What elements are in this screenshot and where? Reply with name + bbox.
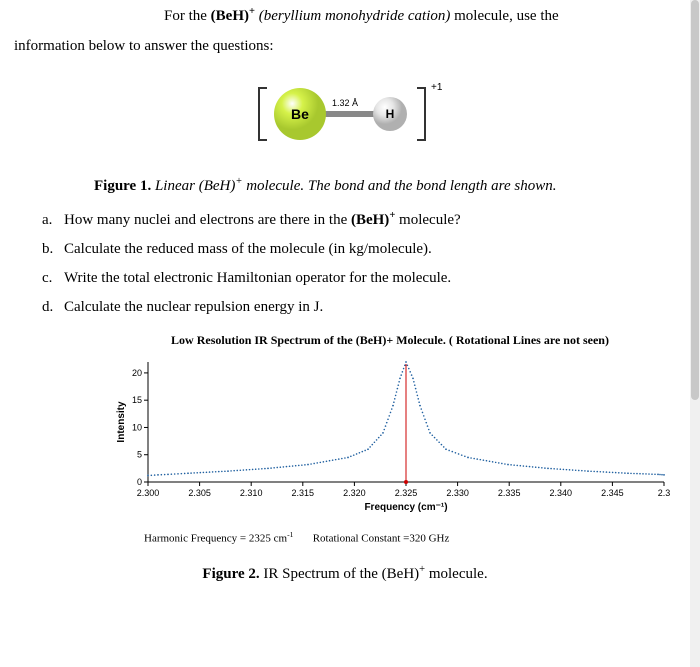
question-b: b. Calculate the reduced mass of the mol… (42, 237, 676, 261)
q-text: Write the total electronic Hamiltonian o… (64, 266, 451, 290)
t: Figure 1. (94, 178, 151, 194)
scrollbar[interactable] (690, 0, 700, 667)
svg-text:2.320: 2.320 (343, 488, 366, 498)
t: (BeH) (351, 212, 389, 228)
svg-text:2.340: 2.340 (550, 488, 573, 498)
scrollbar-thumb[interactable] (691, 0, 699, 400)
document-page: For the (BeH)+ (beryllium monohydride ca… (0, 0, 690, 586)
molecule-svg: +1 Be H 1.32 Å (225, 72, 465, 152)
q-label: d. (42, 295, 64, 319)
question-c: c. Write the total electronic Hamiltonia… (42, 266, 676, 290)
t: For the (164, 8, 211, 24)
svg-text:2.335: 2.335 (498, 488, 521, 498)
svg-text:5: 5 (137, 450, 142, 460)
t: -1 (287, 530, 293, 539)
intro-line-1: For the (BeH)+ (beryllium monohydride ca… (164, 4, 676, 28)
molecule-diagram: +1 Be H 1.32 Å (14, 72, 676, 160)
question-list: a. How many nuclei and electrons are the… (42, 208, 676, 319)
t: IR Spectrum of the (BeH) (260, 566, 420, 582)
t: molecule, use the (450, 8, 558, 24)
svg-text:Be: Be (291, 106, 309, 122)
svg-text:0: 0 (137, 477, 142, 487)
svg-text:2.305: 2.305 (188, 488, 211, 498)
ir-spectrum-chart: 0 5 10 15 20 Intensity 2.300 2.305 2.310 2.315 2.3… (114, 354, 676, 527)
t: molecule. The bond and the bond length a… (242, 178, 556, 194)
svg-text:2.3: 2.3 (658, 488, 671, 498)
harmonic-info: Harmonic Frequency = 2325 cm-1 Rotationa… (144, 529, 676, 548)
svg-text:15: 15 (132, 395, 142, 405)
svg-text:Intensity: Intensity (116, 401, 127, 443)
intro-line-2: information below to answer the question… (14, 34, 676, 58)
svg-text:10: 10 (132, 423, 142, 433)
t: Harmonic Frequency = 2325 cm (144, 533, 287, 545)
t: molecule. (425, 566, 487, 582)
q-label: a. (42, 208, 64, 232)
q-label: c. (42, 266, 64, 290)
t: (beryllium monohydride cation) (255, 8, 450, 24)
t: molecule? (395, 212, 460, 228)
q-text: Calculate the reduced mass of the molecu… (64, 237, 432, 261)
chart-title: Low Resolution IR Spectrum of the (BeH)+… (104, 331, 676, 350)
question-d: d. Calculate the nuclear repulsion energ… (42, 295, 676, 319)
question-a: a. How many nuclei and electrons are the… (42, 208, 676, 232)
svg-text:1.32 Å: 1.32 Å (332, 98, 358, 108)
q-text: Calculate the nuclear repulsion energy i… (64, 295, 323, 319)
svg-text:Frequency (cm⁻¹): Frequency (cm⁻¹) (364, 502, 447, 513)
svg-text:2.345: 2.345 (601, 488, 624, 498)
t: Linear (BeH) (151, 178, 235, 194)
svg-text:2.325: 2.325 (395, 488, 418, 498)
svg-text:2.300: 2.300 (137, 488, 160, 498)
svg-text:+1: +1 (431, 82, 443, 93)
q-text: How many nuclei and electrons are there … (64, 208, 461, 232)
q-label: b. (42, 237, 64, 261)
svg-text:2.315: 2.315 (292, 488, 315, 498)
figure-2-caption: Figure 2. IR Spectrum of the (BeH)+ mole… (14, 562, 676, 586)
t: How many nuclei and electrons are there … (64, 212, 351, 228)
svg-text:H: H (386, 107, 395, 121)
svg-text:2.330: 2.330 (446, 488, 469, 498)
t: (BeH) (211, 8, 249, 24)
chart-svg: 0 5 10 15 20 Intensity 2.300 2.305 2.310 2.315 2.3… (114, 354, 674, 519)
t: Figure 2. (202, 566, 259, 582)
svg-text:2.310: 2.310 (240, 488, 263, 498)
svg-text:20: 20 (132, 368, 142, 378)
t: Rotational Constant =320 GHz (313, 533, 450, 545)
figure-1-caption: Figure 1. Linear (BeH)+ molecule. The bo… (94, 174, 676, 198)
